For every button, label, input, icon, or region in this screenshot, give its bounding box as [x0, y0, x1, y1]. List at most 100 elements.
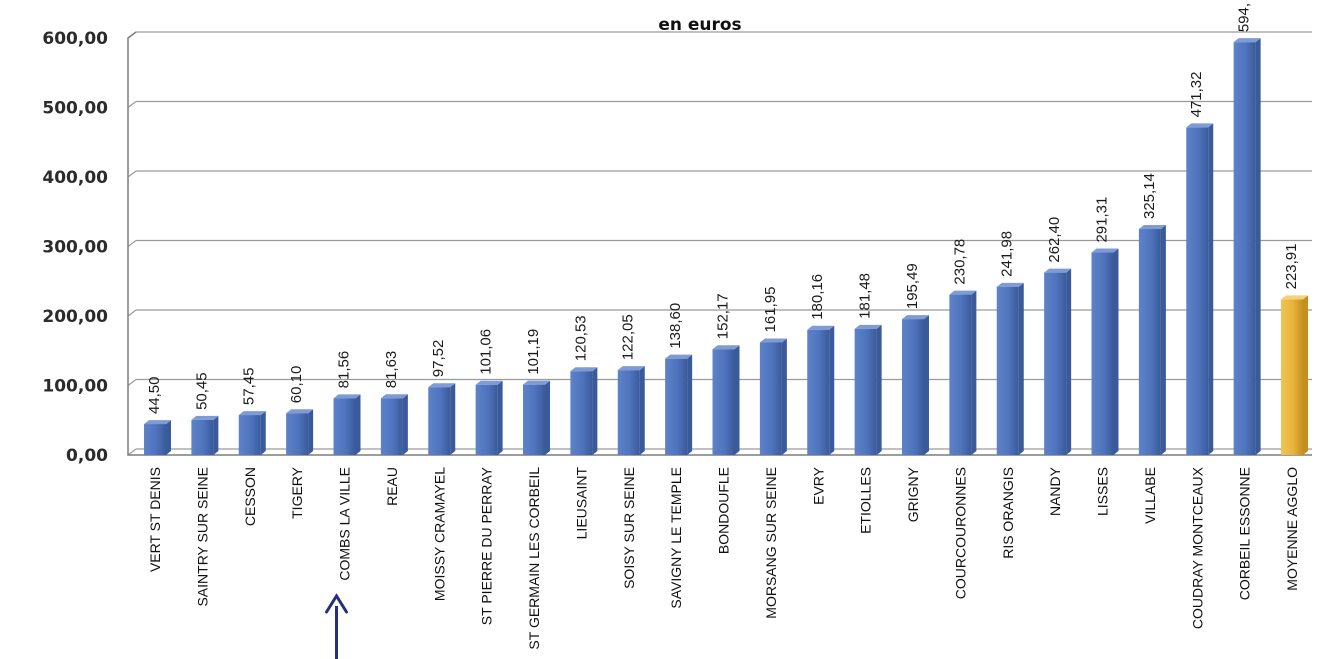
bar	[570, 367, 598, 455]
y-tick-label: 300,00	[42, 238, 108, 258]
bar-front	[854, 328, 877, 455]
bar-top	[1044, 268, 1072, 273]
bar-top	[238, 411, 266, 416]
category-label: CORBEIL ESSONNE	[1237, 467, 1253, 600]
value-label: 44,50	[146, 377, 163, 415]
gridline-bevel	[127, 101, 137, 108]
bar-side	[1208, 123, 1214, 455]
category-label: MOISSY CRAMAYEL	[431, 467, 447, 601]
bar-top	[1091, 248, 1119, 253]
bar	[854, 324, 882, 455]
bar-front	[1091, 252, 1114, 455]
bar-top	[665, 354, 693, 359]
bar	[1233, 38, 1261, 456]
bar	[807, 325, 835, 455]
bar-front	[1138, 229, 1161, 455]
value-label: 50,45	[193, 372, 210, 410]
bar-top	[1138, 225, 1166, 230]
bar	[996, 282, 1024, 455]
bar	[428, 383, 456, 455]
value-label: 262,40	[1046, 217, 1063, 263]
y-tick-label: 200,00	[42, 307, 108, 327]
value-label: 195,49	[904, 263, 921, 309]
bar	[1091, 248, 1119, 455]
bar-side	[1066, 268, 1072, 455]
value-label: 81,63	[383, 351, 400, 389]
bar-side	[355, 394, 361, 455]
bar-side	[1303, 295, 1308, 455]
value-label: 471,32	[1188, 72, 1205, 118]
bar-top	[191, 415, 219, 420]
bar-front	[144, 424, 166, 455]
value-label: 325,14	[1141, 173, 1158, 219]
bar	[523, 380, 550, 455]
bar-top	[759, 338, 787, 343]
category-label: COUDRAY MONTCEAUX	[1189, 466, 1205, 629]
bar-top	[1186, 123, 1214, 128]
value-label: 122,05	[620, 314, 637, 360]
bar	[333, 394, 361, 455]
bar-top	[333, 394, 361, 399]
bar-side	[1255, 38, 1261, 456]
bars	[144, 38, 1308, 456]
bar-front	[759, 342, 782, 455]
gridline-bevel	[127, 170, 137, 178]
y-tick-label: 100,00	[42, 377, 108, 397]
bar	[1138, 225, 1166, 455]
category-label: RIS ORANGIS	[1000, 467, 1016, 559]
category-label: VILLABE	[1142, 467, 1158, 524]
value-label: 241,98	[999, 231, 1016, 277]
bar	[902, 315, 929, 455]
bar-side	[592, 367, 598, 455]
bar-front	[191, 419, 214, 455]
value-label: 152,17	[715, 293, 732, 339]
category-label: CESSON	[242, 467, 258, 526]
gridline-bevel	[127, 379, 137, 386]
bar-top	[854, 324, 882, 329]
gridline-bevel	[127, 240, 137, 247]
category-label: NANDY	[1047, 466, 1063, 516]
value-label: 594,	[1236, 3, 1253, 32]
value-label: 81,56	[336, 351, 353, 389]
bar-side	[781, 338, 787, 455]
bar-top	[144, 420, 171, 425]
bar	[1281, 295, 1308, 455]
bar-top	[570, 367, 598, 372]
bar-side	[402, 394, 408, 455]
bar-side	[1113, 248, 1119, 455]
bar-front	[665, 358, 688, 455]
bar-front	[807, 329, 830, 455]
bar-front	[380, 398, 403, 455]
bar-side	[639, 366, 645, 455]
bar	[949, 290, 977, 455]
value-label: 101,06	[478, 329, 495, 375]
category-label: TIGERY	[289, 466, 305, 519]
category-label: LISSES	[1095, 467, 1111, 516]
bar-side	[924, 315, 929, 455]
bar	[191, 415, 219, 455]
bar-top	[523, 380, 550, 385]
value-labels: 44,50 50,45 57,45 60,10 81,56 81,63 97,52 101,0…	[146, 3, 1300, 414]
bar-top	[617, 366, 645, 371]
bar-side	[971, 290, 977, 455]
category-label: COMBS LA VILLE	[337, 467, 353, 581]
bar	[759, 338, 787, 455]
bar-front	[1186, 127, 1209, 455]
bar-front	[1281, 299, 1303, 455]
bar-top	[475, 380, 503, 385]
value-label: 223,91	[1283, 243, 1300, 289]
bar-top	[1281, 295, 1308, 300]
bar-top	[996, 282, 1024, 287]
arrow-indicator	[325, 593, 348, 659]
bar-front	[1233, 42, 1256, 456]
y-axis-ticks: 0,00 100,00 200,00 300,00 400,00 500,00 600,00	[42, 29, 108, 466]
category-label: SAINTRY SUR SEINE	[194, 467, 210, 607]
bar-front	[523, 384, 545, 455]
bar	[617, 366, 645, 455]
category-label: ETIOLLES	[858, 467, 874, 534]
bar-front	[1044, 272, 1067, 455]
bar-side	[450, 383, 456, 455]
category-label: VERT ST DENIS	[147, 467, 163, 572]
value-label: 97,52	[430, 340, 447, 378]
